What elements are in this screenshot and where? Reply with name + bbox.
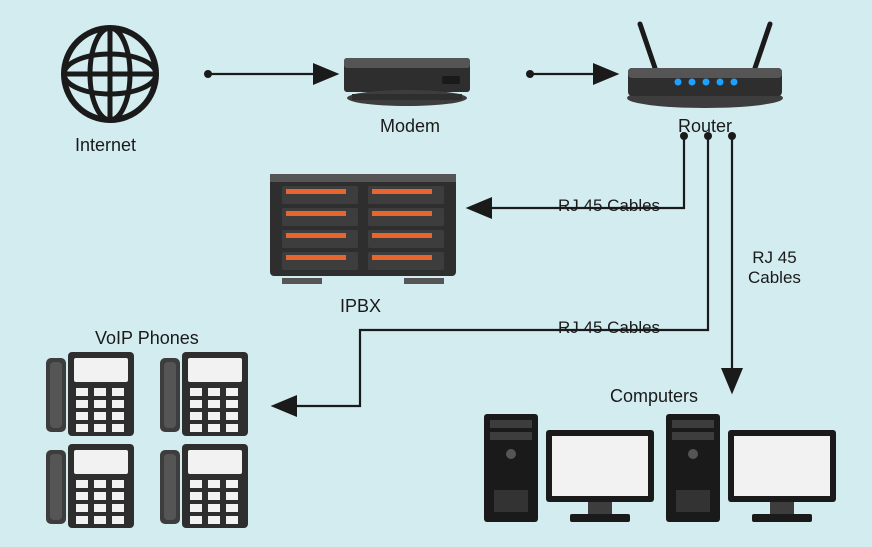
computer-icon (480, 402, 840, 532)
computers-node (480, 402, 840, 532)
modem-icon (342, 54, 472, 112)
modem-label: Modem (380, 116, 440, 137)
edge-label-router-ipbx: RJ 45 Cables (558, 196, 660, 216)
ipbx-label: IPBX (340, 296, 381, 317)
phone-icon (40, 348, 260, 528)
ipbx-icon (268, 172, 458, 288)
voip-phones-node (40, 348, 260, 528)
router-label: Router (678, 116, 732, 137)
edge-label-ipbx-phones: RJ 45 Cables (558, 318, 660, 338)
voip-phones-label: VoIP Phones (95, 328, 199, 349)
computers-label: Computers (610, 386, 698, 407)
router-node (620, 20, 790, 110)
modem-node (342, 54, 472, 112)
router-icon (620, 20, 790, 110)
edge-label-router-computers: RJ 45 Cables (748, 248, 801, 288)
ipbx-node (268, 172, 458, 288)
internet-node (60, 24, 160, 124)
internet-label: Internet (75, 135, 136, 156)
globe-icon (60, 24, 160, 124)
